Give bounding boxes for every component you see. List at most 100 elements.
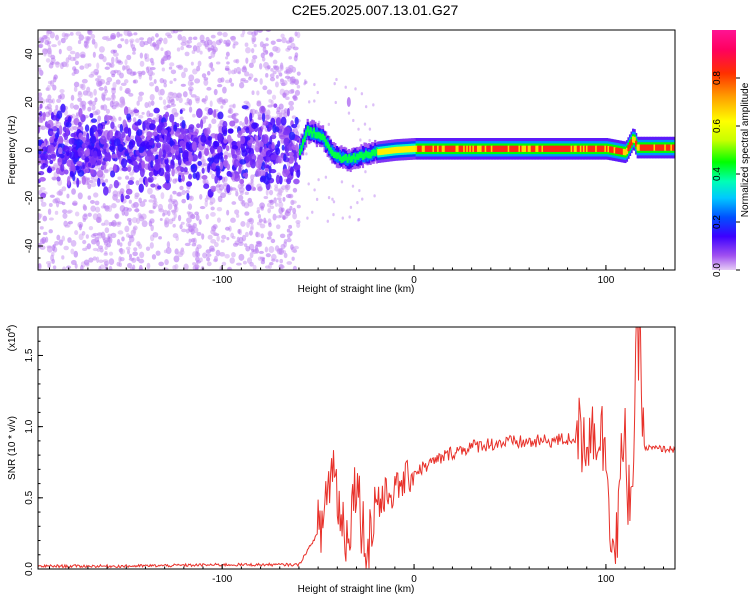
spectrogram-noise-mark xyxy=(55,104,59,110)
spectrogram-ridge-mark xyxy=(639,144,642,151)
spectrogram-noise-mark xyxy=(246,221,250,228)
spectrogram-noise-mark xyxy=(225,39,231,47)
spectrogram-ridge-mark xyxy=(665,144,668,151)
spectrogram-noise-mark xyxy=(285,40,291,44)
spectrogram-band-mark xyxy=(49,136,55,144)
spectrogram-ridge-mark xyxy=(671,144,675,151)
spectrogram-noise-mark xyxy=(155,33,159,38)
spectrogram-ridge-mark xyxy=(552,145,555,152)
spectrogram-ridge-mark xyxy=(361,153,365,160)
spectrogram-ridge-mark xyxy=(645,144,649,151)
colorbar-label: Normalized spectral amplitude xyxy=(740,82,750,217)
spectrogram-band-mark xyxy=(213,109,217,118)
spectrogram-noise-mark xyxy=(235,66,242,74)
spectrogram-noise-mark xyxy=(210,206,215,211)
spectrogram-noise-mark xyxy=(188,106,193,113)
spectrogram-noise-mark xyxy=(117,230,124,235)
spectrogram-ridge-mark xyxy=(587,145,590,152)
spectrogram-ridge-mark xyxy=(582,145,586,152)
spectrogram-noise-mark xyxy=(114,213,120,220)
spectrogram-noise-mark xyxy=(294,79,299,85)
spectrogram-ridge-mark xyxy=(526,145,529,152)
spectrogram-noise-mark xyxy=(257,111,262,118)
spectrogram-band-mark xyxy=(127,180,134,186)
spectrogram-noise-mark xyxy=(108,251,114,256)
spectrogram-ridge-mark xyxy=(651,144,655,151)
spectrogram-noise-mark xyxy=(196,252,201,258)
spectrogram-ridge-mark xyxy=(486,145,489,152)
spectrogram-ridge-mark xyxy=(302,139,305,146)
spectrogram-noise-mark xyxy=(240,221,246,227)
spectrogram-noise-mark xyxy=(292,207,297,214)
spectrogram-band-mark xyxy=(58,125,63,135)
spectrogram-noise-mark xyxy=(257,186,263,192)
spectrogram-noise-mark xyxy=(219,252,225,257)
spectrogram-ridge-mark xyxy=(476,145,480,152)
spectrogram-noise-mark xyxy=(61,255,65,260)
spectrogram-band-mark xyxy=(223,138,228,144)
spectrogram-noise-mark xyxy=(94,200,100,206)
spectrogram-band-mark xyxy=(278,125,284,130)
spectrogram-noise-mark xyxy=(286,261,293,265)
spectrogram-noise-mark xyxy=(119,242,123,247)
spectrogram-band-mark xyxy=(181,175,185,182)
snr-x-ticks: -100 0 100 xyxy=(49,564,664,585)
spectrogram-y-tick-label: 20 xyxy=(24,96,35,108)
spectrogram-noise-mark xyxy=(87,195,92,200)
spectrogram-band-mark xyxy=(270,154,277,161)
spectrogram-ridge-mark xyxy=(638,144,641,151)
spectrogram-ridge-mark xyxy=(455,145,458,152)
spectrogram-noise-mark xyxy=(165,32,172,37)
spectrogram-ridge-mark xyxy=(503,145,506,152)
spectrogram-band-mark xyxy=(38,139,43,146)
spectrogram-noise-mark xyxy=(177,251,184,258)
spectrogram-noise-mark xyxy=(296,84,301,89)
spectrogram-noise-mark xyxy=(216,97,222,103)
spectrogram-noise-mark xyxy=(245,47,251,54)
spectrogram-noise-mark xyxy=(109,62,115,68)
spectrogram-noise-mark xyxy=(278,103,284,110)
spectrogram-noise-mark xyxy=(155,250,161,256)
snr-y-tick-label: 1.5 xyxy=(24,348,35,362)
spectrogram-noise-mark xyxy=(270,68,274,72)
spectrogram-ridge-mark xyxy=(521,145,524,152)
spectrogram-noise-mark xyxy=(260,233,264,239)
spectrogram-noise-mark xyxy=(208,170,213,175)
spectrogram-noise-mark xyxy=(52,84,57,91)
spectrogram-noise-mark xyxy=(112,49,118,53)
spectrogram-band-mark xyxy=(236,149,241,155)
spectrogram-noise-mark xyxy=(123,206,129,212)
spectrogram-noise-mark xyxy=(185,189,190,194)
spectrogram-noise-mark xyxy=(147,101,152,108)
spectrogram-band-mark xyxy=(89,169,94,175)
spectrogram-band-mark xyxy=(144,177,149,188)
spectrogram-noise-mark xyxy=(224,226,230,231)
spectrogram-noise-mark xyxy=(226,236,230,241)
spectrogram-noise-mark xyxy=(55,61,60,68)
spectrogram-noise-mark xyxy=(258,218,264,223)
spectrogram-ridge-mark xyxy=(400,146,403,153)
spectrogram-band-mark xyxy=(270,134,277,140)
spectrogram-band-mark xyxy=(76,177,80,188)
spectrogram-ridge-mark xyxy=(621,148,624,155)
spectrogram-band-mark xyxy=(282,130,290,136)
spectrogram-noise-mark xyxy=(341,216,344,220)
spectrogram-noise-mark xyxy=(104,227,110,234)
spectrogram-noise-mark xyxy=(70,125,74,132)
spectrogram-noise-mark xyxy=(226,209,230,216)
spectrogram-band-mark xyxy=(128,141,134,150)
spectrogram-noise-mark xyxy=(97,75,102,79)
spectrogram-band-mark xyxy=(164,111,170,118)
spectrogram-y-tick-label: 0 xyxy=(24,147,35,153)
spectrogram-noise-mark xyxy=(85,246,89,250)
spectrogram-noise-mark xyxy=(190,94,197,98)
spectrogram-band-mark xyxy=(162,183,168,189)
spectrogram-ridge-mark xyxy=(417,145,420,152)
spectrogram-noise-mark xyxy=(222,31,228,38)
spectrogram-noise-mark xyxy=(74,211,80,217)
spectrogram-noise-mark xyxy=(73,68,80,75)
spectrogram-noise-mark xyxy=(82,239,87,245)
spectrogram-band-mark xyxy=(251,122,258,130)
spectrogram-noise-mark xyxy=(92,256,97,261)
spectrogram-band-mark xyxy=(174,131,181,137)
